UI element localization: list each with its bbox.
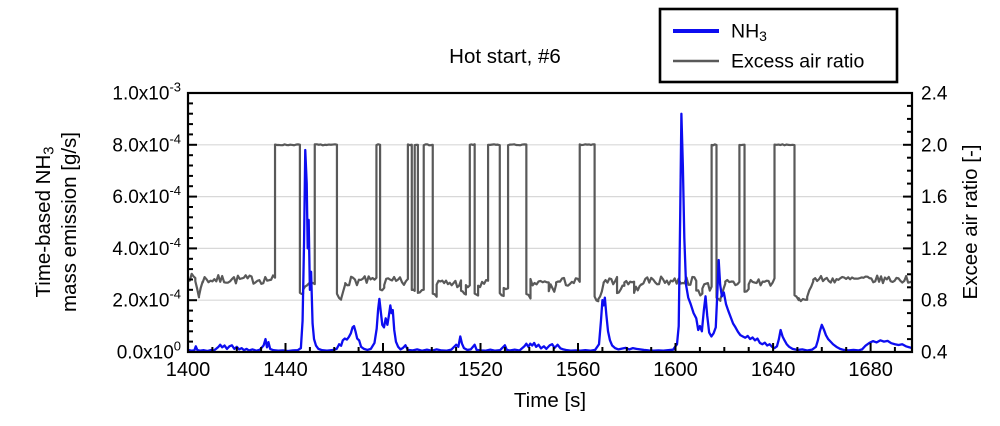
- x-axis-tick-label: 1520: [458, 359, 503, 381]
- legend: NH3 Excess air ratio: [658, 7, 899, 84]
- y-right-tick-label: 1.2: [921, 239, 947, 260]
- excess-air-ratio-series-line: [188, 143, 912, 303]
- x-axis-tick-label: 1400: [166, 359, 211, 381]
- y-left-tick-label: 6.0x10-4: [112, 183, 181, 208]
- y-right-tick-label: 1.6: [921, 187, 947, 208]
- y-right-axis-label-text: Excee air ratio [-]: [959, 145, 982, 300]
- y-left-tick-label: 8.0x10-4: [112, 131, 181, 156]
- x-axis-tick-label: 1480: [361, 359, 406, 381]
- y-left-tick-label: 0.0x100: [117, 339, 181, 364]
- y-left-tick-label: 2.0x10-4: [112, 287, 181, 312]
- x-axis-label: Time [s]: [514, 389, 586, 412]
- y-right-tick-label: 0.8: [921, 291, 947, 312]
- y-right-tick-label: 2.4: [921, 84, 948, 105]
- y-left-axis-label-line1: Time-based NH3: [32, 146, 58, 297]
- legend-label-excess-air-ratio: Excess air ratio: [731, 51, 864, 73]
- series-group: [188, 112, 912, 353]
- y-right-tick-label: 0.4: [921, 343, 948, 364]
- x-axis-tick-label: 1600: [653, 359, 698, 381]
- y-left-tick-label: 1.0x10-3: [112, 80, 181, 105]
- legend-box: [658, 7, 899, 84]
- x-axis-tick-label: 1440: [263, 359, 308, 381]
- plot-border: [186, 91, 914, 354]
- x-axis-tick-label: 1560: [556, 359, 601, 381]
- x-axis-tick-label: 1640: [751, 359, 796, 381]
- gridlines: [188, 144, 912, 301]
- y-left-axis-label-line2: mass emission [g/s]: [58, 132, 81, 312]
- y-left-tick-label: 4.0x10-4: [112, 235, 181, 260]
- x-axis-tick-label: 1680: [848, 359, 893, 381]
- y-right-tick-label: 2.0: [921, 135, 947, 156]
- y-right-axis-label: Excee air ratio [-]: [959, 145, 982, 300]
- chart-title: Hot start, #6: [449, 45, 561, 68]
- nh3-series-line: [188, 112, 912, 353]
- axis-ticks: 1400 1440 1480 1520 1560 1600 1640 1680 1.0x10-3…: [112, 80, 947, 382]
- legend-label-nh3: NH3: [731, 21, 767, 45]
- y-left-axis-label: Time-based NH3 mass emission [g/s]: [32, 132, 81, 312]
